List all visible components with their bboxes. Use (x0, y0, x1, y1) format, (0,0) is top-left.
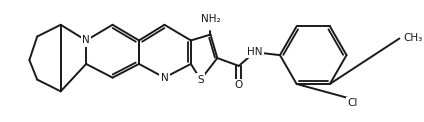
Text: HN: HN (247, 47, 262, 57)
Text: NH₂: NH₂ (201, 14, 220, 24)
Text: S: S (197, 75, 204, 85)
Text: CH₃: CH₃ (403, 33, 423, 43)
Text: N: N (82, 36, 90, 45)
Text: Cl: Cl (347, 98, 357, 108)
Text: N: N (161, 73, 168, 83)
Text: O: O (235, 81, 243, 91)
